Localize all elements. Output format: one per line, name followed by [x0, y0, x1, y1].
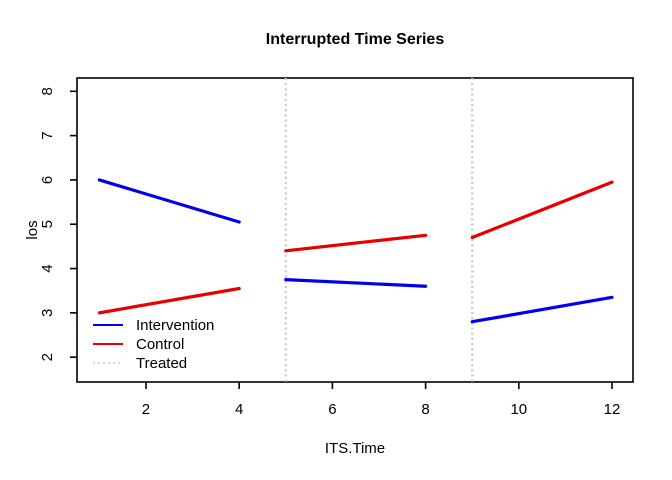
axes: 2 4 6 8 10 12 2 3 4 5 6 7 8	[39, 77, 634, 418]
series-lines	[97, 178, 614, 324]
y-axis-label: los	[24, 220, 41, 239]
x-axis-label: ITS.Time	[325, 440, 385, 457]
legend-label: Control	[136, 336, 184, 353]
x-axis-tick-label: 2	[142, 401, 150, 418]
treated-vlines	[284, 78, 474, 382]
intervention-line-segment	[470, 295, 614, 324]
y-axis-tick-label: 4	[39, 264, 56, 272]
y-axis-tick-label: 5	[39, 220, 56, 228]
y-axis-tick-label: 2	[39, 353, 56, 361]
y-axis-tick-label: 6	[39, 176, 56, 184]
legend-label: Intervention	[136, 317, 214, 334]
plot-box	[76, 77, 634, 383]
legend-entry-treated: Treated	[93, 355, 187, 372]
legend-entry-control: Control	[93, 336, 184, 353]
intervention-line-segment	[97, 178, 241, 224]
legend-label: Treated	[136, 355, 187, 372]
legend: Intervention Control Treated	[93, 317, 214, 372]
x-axis-tick-label: 8	[421, 401, 429, 418]
y-axis-tick-label: 8	[39, 87, 56, 95]
control-line-segment	[470, 180, 614, 240]
y-axis-tick-label: 7	[39, 131, 56, 139]
legend-entry-intervention: Intervention	[93, 317, 214, 334]
control-line-segment	[284, 233, 428, 253]
x-axis-tick-label: 4	[235, 401, 243, 418]
chart-title: Interrupted Time Series	[266, 31, 445, 48]
control-line-segment	[97, 286, 241, 315]
x-axis-tick-label: 10	[510, 401, 527, 418]
x-axis-tick-label: 6	[328, 401, 336, 418]
x-axis-tick-label: 12	[604, 401, 621, 418]
intervention-line-segment	[284, 278, 428, 288]
y-axis-tick-label: 3	[39, 309, 56, 317]
